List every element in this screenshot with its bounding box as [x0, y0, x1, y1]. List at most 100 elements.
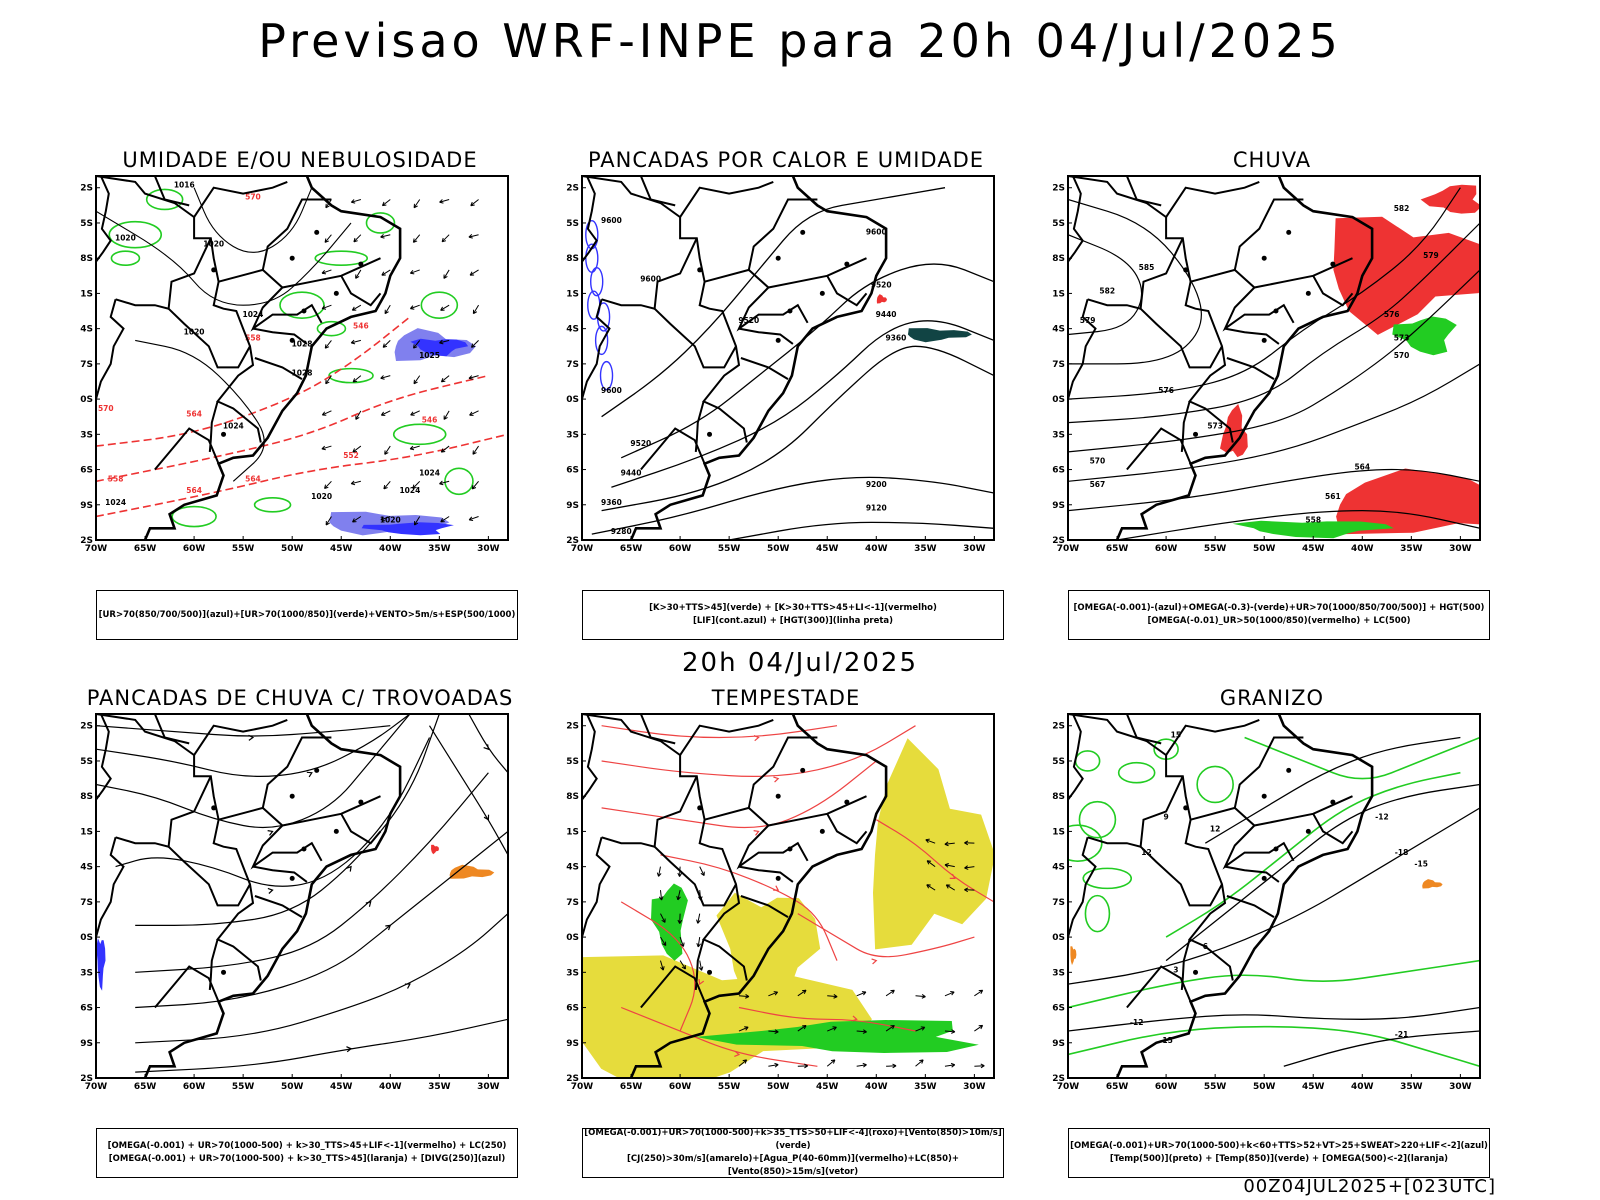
border-line — [1068, 176, 1234, 443]
lon-tick-label: 35W — [428, 1082, 451, 1092]
border-line — [1312, 275, 1354, 307]
lat-tick-label: 27S — [566, 360, 579, 370]
humidity-green-contour — [171, 505, 217, 528]
wind-vector — [468, 516, 479, 521]
lat-tick-label: 42S — [1052, 1074, 1065, 1084]
border-line — [340, 813, 382, 845]
lon-tick-label: 45W — [816, 1082, 839, 1092]
lif-blue-contour — [599, 360, 614, 391]
lat-tick-label: 33S — [566, 430, 579, 440]
lat-tick-label: 27S — [1052, 360, 1065, 370]
contour-line — [591, 476, 994, 535]
lake-mark — [1286, 229, 1292, 235]
contour-line — [1068, 222, 1480, 424]
border-line — [653, 307, 737, 369]
border-line — [582, 299, 611, 400]
lat-tick-label: 21S — [566, 827, 579, 837]
lon-tick-label: 45W — [330, 1082, 353, 1092]
contour-label: 9280 — [611, 527, 632, 536]
omega-orange-area — [1422, 879, 1443, 889]
contour-line — [1165, 783, 1480, 962]
temp850-green-contour — [1074, 750, 1101, 772]
lon-tick-label: 30W — [963, 544, 986, 554]
contour-label: 582 — [1394, 204, 1410, 213]
wind-vector — [469, 269, 479, 276]
wind-vector — [355, 269, 362, 279]
streamline — [468, 714, 508, 774]
humidity-green-contour — [279, 291, 325, 319]
lake-mark — [1305, 828, 1311, 834]
wind-vector — [915, 1026, 926, 1032]
lon-tick-label: 50W — [1253, 544, 1276, 554]
border-line — [1222, 286, 1295, 332]
contour-line — [193, 187, 313, 253]
legend-line: [CJ(250)>30m/s](amarelo)+[Agua_P(40-60mm… — [626, 1154, 960, 1177]
lat-tick-label: 12S — [80, 722, 93, 732]
lat-tick-label: 30S — [80, 395, 93, 405]
wind-vector — [797, 1063, 809, 1069]
border-line — [167, 307, 251, 369]
lake-mark — [1261, 255, 1267, 261]
lon-tick-label: 35W — [914, 544, 937, 554]
contour-label: 1024 — [243, 310, 264, 319]
wind-vector — [380, 410, 391, 416]
lake-mark — [1286, 767, 1292, 773]
contour-label: 1024 — [223, 421, 244, 430]
wind-vector — [380, 234, 391, 239]
humidity-green-contour — [108, 220, 163, 249]
panel-title: PANCADAS DE CHUVA C/ TROVOADAS — [86, 686, 514, 710]
lat-tick-label: 33S — [1052, 968, 1065, 978]
lon-tick-label: 40W — [379, 1082, 402, 1092]
border-line — [167, 845, 251, 907]
temp850-green-contour — [1068, 1025, 1480, 1068]
border-line — [1222, 824, 1295, 870]
lon-tick-label: 35W — [1400, 1082, 1423, 1092]
lon-tick-label: 35W — [914, 1082, 937, 1092]
contour-label: 558 — [1305, 515, 1321, 524]
contour-line — [601, 187, 946, 418]
lat-tick-label: 24S — [80, 863, 93, 873]
wind-vector — [768, 1062, 779, 1068]
lake-mark — [844, 799, 850, 805]
contour-label: 1024 — [105, 498, 126, 507]
contour-label: 552 — [343, 451, 359, 460]
border-line — [96, 714, 112, 801]
legend-line: [Temp(500)](preto) + [Temp(850)](verde) … — [1109, 1154, 1449, 1164]
border-line — [738, 865, 794, 883]
lake-mark — [1330, 261, 1336, 267]
border-line — [193, 718, 288, 756]
map-frame — [581, 175, 995, 541]
streamline-arrow — [346, 865, 352, 872]
map-pancadas-trovoadas: 12S 15S 18S 21S 24S 27S 30S 33S 36S 39S 42S70W 65W 6… — [80, 713, 509, 1092]
map-axes: 12S 15S 18S 21S 24S 27S 30S 33S 36S 39S 42S70W 65W 6… — [1052, 175, 1481, 554]
lat-tick-label: 18S — [1052, 254, 1065, 264]
lat-tick-label: 15S — [80, 757, 93, 767]
lake-mark — [1261, 875, 1267, 881]
wind-vector — [440, 304, 450, 311]
coastline — [1115, 176, 1374, 540]
wind-vector — [797, 989, 807, 997]
border-line — [582, 176, 748, 443]
contour-label: 1028 — [292, 369, 313, 378]
lake-mark — [1305, 290, 1311, 296]
contour-line — [601, 345, 994, 512]
map-axes: 12S 15S 18S 21S 24S 27S 30S 33S 36S 39S 42S70W 65W 6… — [566, 175, 995, 554]
lat-tick-label: 42S — [1052, 536, 1065, 546]
wind-vector — [470, 199, 479, 207]
wind-vector — [351, 304, 362, 311]
wind-vector — [856, 1062, 867, 1068]
streamline — [875, 819, 994, 903]
lake-mark — [358, 799, 364, 805]
border-line — [582, 714, 598, 801]
map-frame — [581, 713, 995, 1079]
contour-label: 9200 — [866, 480, 887, 489]
wind-vector — [964, 840, 975, 846]
contour-label: 9360 — [885, 333, 906, 342]
streamline-arrow — [365, 901, 372, 907]
lat-tick-label: 39S — [566, 501, 579, 511]
lon-tick-label: 60W — [1155, 544, 1178, 554]
border-line — [1087, 237, 1184, 310]
contour-line — [620, 263, 994, 459]
wind-vector — [676, 890, 681, 901]
lake-mark — [289, 793, 295, 799]
